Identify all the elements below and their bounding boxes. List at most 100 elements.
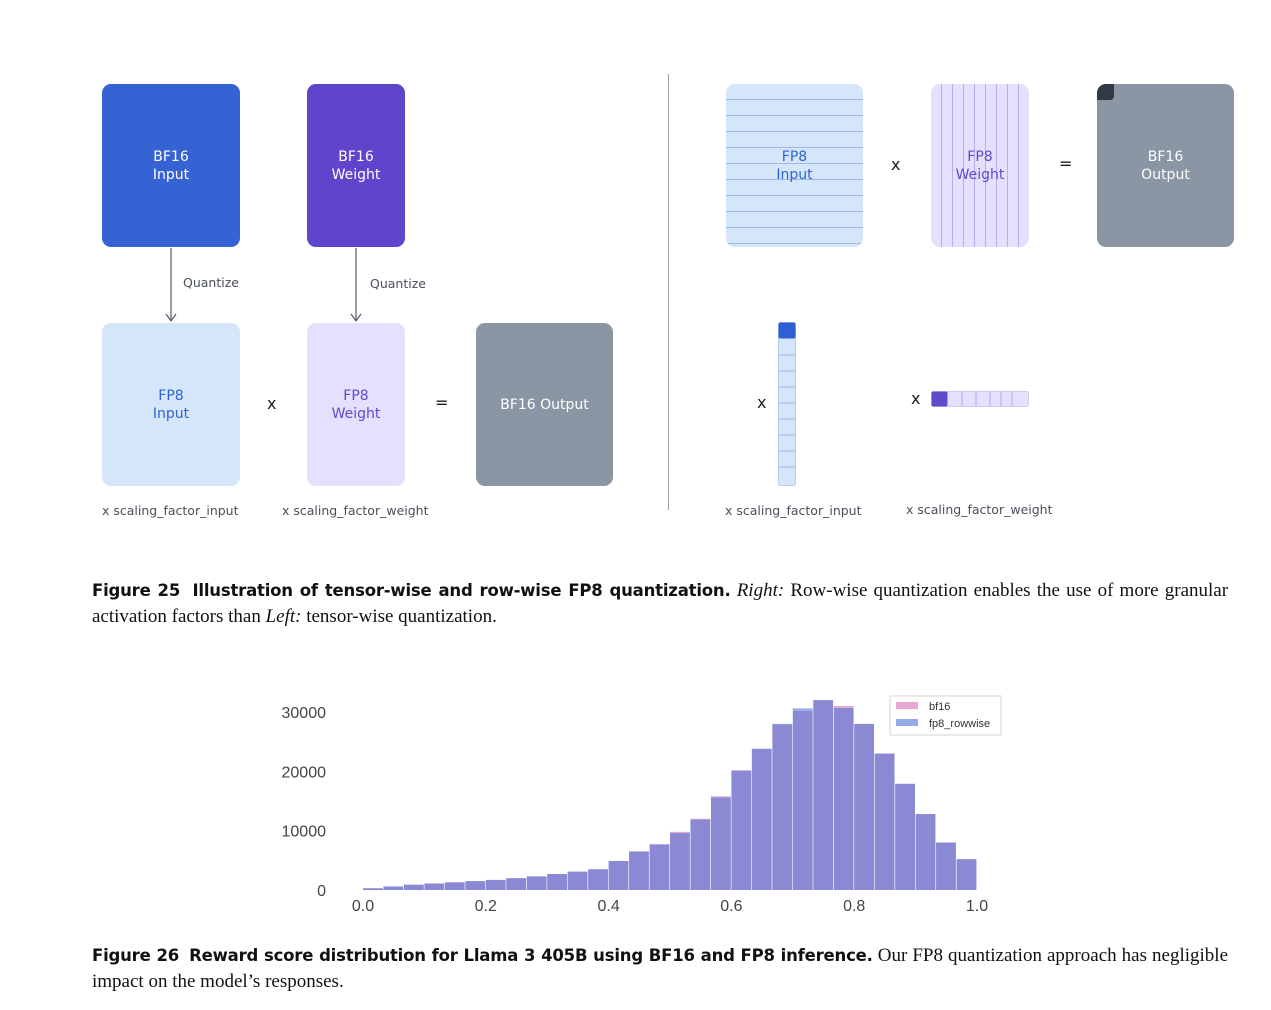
scaling-factor-weight-label: x scaling_factor_weight [282,503,429,518]
histogram-bar [751,748,772,890]
legend-label-bf16: bf16 [929,701,950,713]
equals-operator: = [435,393,449,412]
histogram-bar [731,770,752,890]
histogram-bar [956,859,977,890]
rowwise-times-operator: x [891,155,901,174]
figure-25-text2: tensor-wise quantization. [306,606,497,627]
histogram-bar-excess [731,770,752,771]
histogram-bar [608,860,629,890]
histogram-bar [403,884,424,890]
rowwise-fp8-input-block: FP8 Input [726,84,863,247]
histogram-bar-excess [690,818,711,820]
rowwise-bf16-output-line1: BF16 [1147,148,1184,165]
rowwise-fp8-input-line2: Input [776,166,813,183]
bf16-input-block: BF16 Input [102,84,240,247]
histogram-bar [649,844,670,890]
fp8-weight-line2: Weight [331,405,381,422]
histogram-bar [526,876,547,890]
rowwise-scaling-factor-weight-label: x scaling_factor_weight [906,502,1053,517]
histogram-bar [670,833,690,890]
histogram-bar [383,886,404,890]
histogram-bar [792,710,813,890]
histogram-bar-excess [670,831,690,834]
figure-25-left-label: Left: [265,606,302,627]
figure-25-title: Illustration of tensor-wise and row-wise… [192,581,731,600]
histogram-bar [506,878,527,890]
figure-26-title: Reward score distribution for Llama 3 40… [189,946,873,965]
legend-label-fp8-rowwise: fp8_rowwise [929,718,990,730]
rowwise-bf16-output-block: BF16 Output [1097,84,1234,247]
row-grid-lines [726,84,863,247]
quantize-arrows [165,248,362,323]
quantize-label-2: Quantize [370,276,426,291]
legend-swatch-bf16 [896,702,918,709]
histogram-bar-excess [833,706,854,708]
figure-26-label: Figure 26 [92,946,180,965]
figure-25-text1: Row-wise quantization enables the use of… [92,580,1229,627]
histogram-bar [547,873,568,890]
column-grid-lines [931,84,1029,247]
y-tick-label: 10000 [282,824,327,841]
rowwise-fp8-weight-line1: FP8 [967,148,993,165]
y-tick-label: 20000 [282,764,327,781]
fp8-weight-block: FP8 Weight [307,323,405,486]
histogram-bar [710,797,731,890]
rowwise-scaling-factor-input-label: x scaling_factor_input [725,503,862,518]
histogram-bar [567,871,588,890]
histogram-bar [833,707,854,890]
figure-26-text: Our FP8 quantization approach has neglig… [92,945,1229,992]
histogram-bar [588,869,608,890]
rowwise-fp8-input-line1: FP8 [781,148,808,165]
histogram-bar-excess [772,723,793,725]
figure-25-caption: Figure 25 Illustration of tensor-wise an… [92,578,1228,630]
histogram-bar [444,882,465,890]
x-tick-label: 0.4 [597,898,619,915]
bf16-weight-line2: Weight [331,166,381,183]
bf16-output-label: BF16 Output [500,396,589,413]
histogram-axes: 0.0 0.2 0.4 0.6 0.8 1.0 0 10000 20000 30000 [282,705,989,915]
x-tick-label: 0.6 [720,898,742,915]
row-scaling-vector [931,391,1029,407]
rowwise-fp8-weight-line2: Weight [955,166,1005,183]
histogram-bar [895,783,915,890]
column-scaling-vector [778,322,796,486]
row-scale-times: x [911,389,921,408]
fp8-input-line2: Input [152,405,190,422]
histogram-bar [854,723,875,890]
x-tick-label: 1.0 [966,898,988,915]
histogram-bar [690,819,711,890]
histogram-bar [915,814,936,890]
histogram-bar [772,724,793,890]
quantize-label-1: Quantize [183,275,239,290]
histogram-bar [874,753,895,890]
bf16-weight-line1: BF16 [338,148,374,165]
scaling-factor-input-label: x scaling_factor_input [102,503,239,518]
fp8-input-block: FP8 Input [102,323,240,486]
x-tick-label: 0.0 [352,898,374,915]
y-tick-label: 30000 [282,705,327,722]
histogram-bars [363,700,977,890]
rowwise-equals-operator: = [1059,154,1073,173]
rowwise-fp8-weight-block: FP8 Weight [931,84,1029,247]
bf16-output-block: BF16 Output [476,323,613,486]
histogram-bar [936,842,956,890]
histogram-bar-excess [792,708,813,711]
figure-25-right-label: Right: [736,580,785,601]
times-operator: x [267,394,277,413]
histogram-bar [424,883,445,890]
histogram-bar [485,879,506,890]
diagram-divider [668,74,669,510]
column-scale-times: x [757,393,767,412]
x-tick-label: 0.8 [843,898,865,915]
bf16-input-line1: BF16 [153,148,189,165]
figure-26-caption: Figure 26 Reward score distribution for … [92,943,1228,995]
rowwise-bf16-output-line2: Output [1141,166,1190,183]
output-corner-marker [1097,84,1114,100]
fp8-input-line1: FP8 [158,387,184,404]
figure-25-label: Figure 25 [92,581,181,600]
histogram-bar [813,700,834,890]
histogram-bar [629,851,649,890]
bf16-weight-block: BF16 Weight [307,84,405,247]
histogram-legend: bf16 fp8_rowwise [889,695,1002,736]
